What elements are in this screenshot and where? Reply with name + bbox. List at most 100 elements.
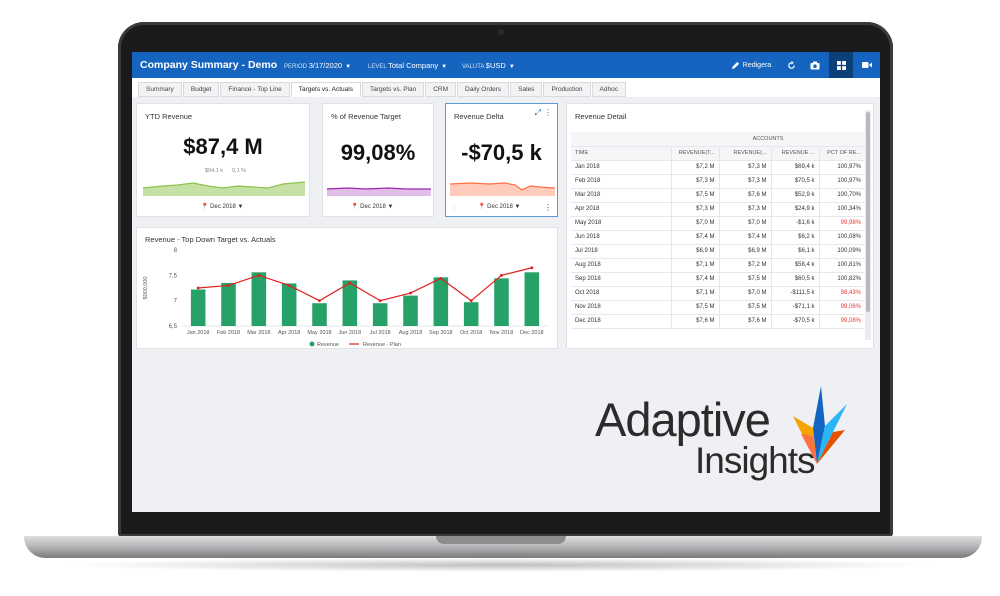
tab-daily-orders[interactable]: Daily Orders [457, 82, 510, 97]
bar [221, 282, 236, 326]
top-bar: Company Summary - Demo PERIOD 3/17/2020 ▼… [132, 52, 880, 78]
table-row[interactable]: Jul 2018 $6,9 M $6,9 M $6,1 k 100,09% [571, 244, 865, 259]
table-row[interactable]: Oct 2018 $7,1 M $7,0 M -$111,5 k 98,43% [571, 286, 865, 301]
table-row[interactable]: Dec 2018 $7,6 M $7,6 M -$70,5 k 99,08% [571, 314, 865, 329]
table-row[interactable]: Mar 2018 $7,5 M $7,6 M $52,9 k 100,70% [571, 188, 865, 203]
kpi-revenue-delta[interactable]: Revenue Delta ⤢ ⋮ -$70,5 k ◌ 📍 Dec 2018 … [445, 103, 558, 217]
x-tick-label: Jul 2018 [370, 330, 391, 336]
table-header-row: TIME REVENUE(T... REVENUE(... REVENUE ..… [571, 146, 865, 161]
table-row[interactable]: Sep 2018 $7,4 M $7,5 M $60,5 k 100,82% [571, 272, 865, 287]
dashboard-view-button[interactable] [829, 52, 853, 78]
row-label: Mar 2018 [571, 188, 671, 203]
table-row[interactable]: Aug 2018 $7,1 M $7,2 M $58,4 k 100,81% [571, 258, 865, 273]
currency-selector[interactable]: VALUTA $USD ▼ [462, 61, 515, 70]
tab-production[interactable]: Production [543, 82, 591, 97]
table-cell: $7,3 M [718, 174, 771, 189]
chevron-down-icon: ▼ [345, 64, 352, 70]
table-cell: $7,4 M [718, 230, 771, 245]
plan-point [227, 284, 230, 287]
x-tick-label: Aug 2018 [399, 330, 423, 336]
plan-point [287, 284, 291, 287]
tab-targets-vs-actuals[interactable]: Targets vs. Actuals [290, 82, 361, 97]
tab-bar: Summary Budget Finance - Top Line Target… [138, 82, 626, 97]
column-header[interactable]: PCT OF RE... [818, 146, 865, 161]
table-cell: $7,4 M [670, 272, 719, 287]
tab-sales[interactable]: Sales [510, 82, 543, 97]
kpi-period-selector[interactable]: 📍 Dec 2018 ▼ [201, 204, 244, 210]
bar [494, 278, 509, 326]
row-label: Dec 2018 [571, 314, 671, 329]
table-cell: $58,4 k [770, 258, 819, 273]
kpi-revenue-target[interactable]: % of Revenue Target 99,08% 📍 Dec 2018 ▼ [322, 103, 434, 217]
camera-icon [810, 61, 820, 69]
table-row[interactable]: May 2018 $7,0 M $7,0 M -$1,6 k 99,98% [571, 216, 865, 231]
x-tick-label: Dec 2018 [520, 330, 544, 336]
refresh-button[interactable] [780, 52, 802, 78]
vertical-scrollbar[interactable] [865, 110, 871, 340]
tab-adhoc[interactable]: Adhoc [591, 82, 626, 97]
table-cell: -$70,5 k [770, 314, 819, 329]
table-row[interactable]: Jun 2018 $7,4 M $7,4 M $6,2 k 100,08% [571, 230, 865, 245]
table-cell: 99,06% [818, 300, 865, 315]
tab-targets-vs-plan[interactable]: Targets vs. Plan [361, 82, 425, 97]
tab-finance-top-line[interactable]: Finance - Top Line [220, 82, 290, 97]
table-cell: $7,1 M [670, 286, 719, 301]
plan-point [257, 273, 261, 277]
expand-icon[interactable]: ⤢ [534, 108, 541, 117]
table-cell: 99,08% [818, 314, 865, 329]
video-icon [862, 62, 872, 68]
column-header-time[interactable]: TIME [571, 146, 671, 161]
table-cell: $7,6 M [670, 314, 719, 329]
table-cell: -$1,6 k [770, 216, 819, 231]
plan-point [469, 299, 473, 303]
tab-crm[interactable]: CRM [425, 82, 457, 97]
page-title: Company Summary - Demo [140, 59, 278, 71]
table-cell: $6,9 M [670, 244, 719, 259]
chevron-down-icon: ▼ [441, 64, 448, 70]
kpi-ytd-revenue[interactable]: YTD Revenue $87,4 M $94,1 k 0,1 % 📍 Dec … [136, 103, 310, 217]
tab-summary[interactable]: Summary [138, 82, 182, 97]
laptop-shadow [60, 558, 940, 572]
column-header[interactable]: REVENUE(T... [670, 146, 719, 161]
table-cell: $7,6 M [718, 188, 771, 203]
table-cell: $7,2 M [670, 160, 719, 175]
table-cell: 99,98% [818, 216, 865, 231]
revenue-detail-table: ACCOUNTS TIME REVENUE(T... REVENUE(... R… [571, 132, 865, 329]
snapshot-button[interactable] [804, 52, 826, 78]
table-cell: $70,5 k [770, 174, 819, 189]
tab-budget[interactable]: Budget [182, 82, 220, 97]
bar [342, 280, 358, 326]
level-selector[interactable]: LEVEL Total Company ▼ [368, 61, 448, 70]
column-header[interactable]: REVENUE ... [770, 146, 819, 161]
table-row[interactable]: Apr 2018 $7,3 M $7,3 M $24,9 k 100,34% [571, 202, 865, 217]
table-row[interactable]: Jan 2018 $7,2 M $7,3 M $69,4 k 100,97% [571, 160, 865, 175]
sparkline-orange [450, 182, 555, 196]
bar [433, 277, 449, 326]
video-button[interactable] [856, 52, 878, 78]
table-row[interactable]: Feb 2018 $7,3 M $7,3 M $70,5 k 100,97% [571, 174, 865, 189]
dashboard-content: YTD Revenue $87,4 M $94,1 k 0,1 % 📍 Dec … [132, 97, 880, 512]
table-cell: -$71,1 k [770, 300, 819, 315]
row-label: Oct 2018 [571, 286, 671, 301]
table-cell: $6,1 k [770, 244, 819, 259]
bar [251, 272, 267, 326]
plan-point [439, 276, 443, 280]
table-cell: $7,0 M [670, 216, 719, 231]
table-cell: $52,9 k [770, 188, 819, 203]
sparkline-green [143, 181, 305, 196]
column-header[interactable]: REVENUE(... [718, 146, 771, 161]
table-header-row: ACCOUNTS [571, 132, 865, 147]
camera-dot [498, 29, 504, 35]
more-icon[interactable]: ⋮ [544, 108, 552, 117]
x-tick-label: Apr 2018 [278, 330, 300, 336]
table-body: Jan 2018 $7,2 M $7,3 M $69,4 k 100,97% Feb 20… [571, 160, 865, 329]
scroll-thumb[interactable] [866, 112, 870, 312]
more-icon[interactable]: ⋮ [544, 203, 552, 212]
period-selector[interactable]: PERIOD 3/17/2020 ▼ [284, 61, 352, 70]
table-row[interactable]: Nov 2018 $7,5 M $7,5 M -$71,1 k 99,06% [571, 300, 865, 315]
kpi-period-selector[interactable]: 📍 Dec 2018 ▼ [351, 204, 394, 210]
table-cell: 100,97% [818, 174, 865, 189]
kpi-period-selector[interactable]: 📍 Dec 2018 ▼ [478, 204, 521, 210]
x-tick-label: May 2018 [307, 330, 331, 336]
edit-button[interactable]: Redigera [726, 52, 776, 78]
